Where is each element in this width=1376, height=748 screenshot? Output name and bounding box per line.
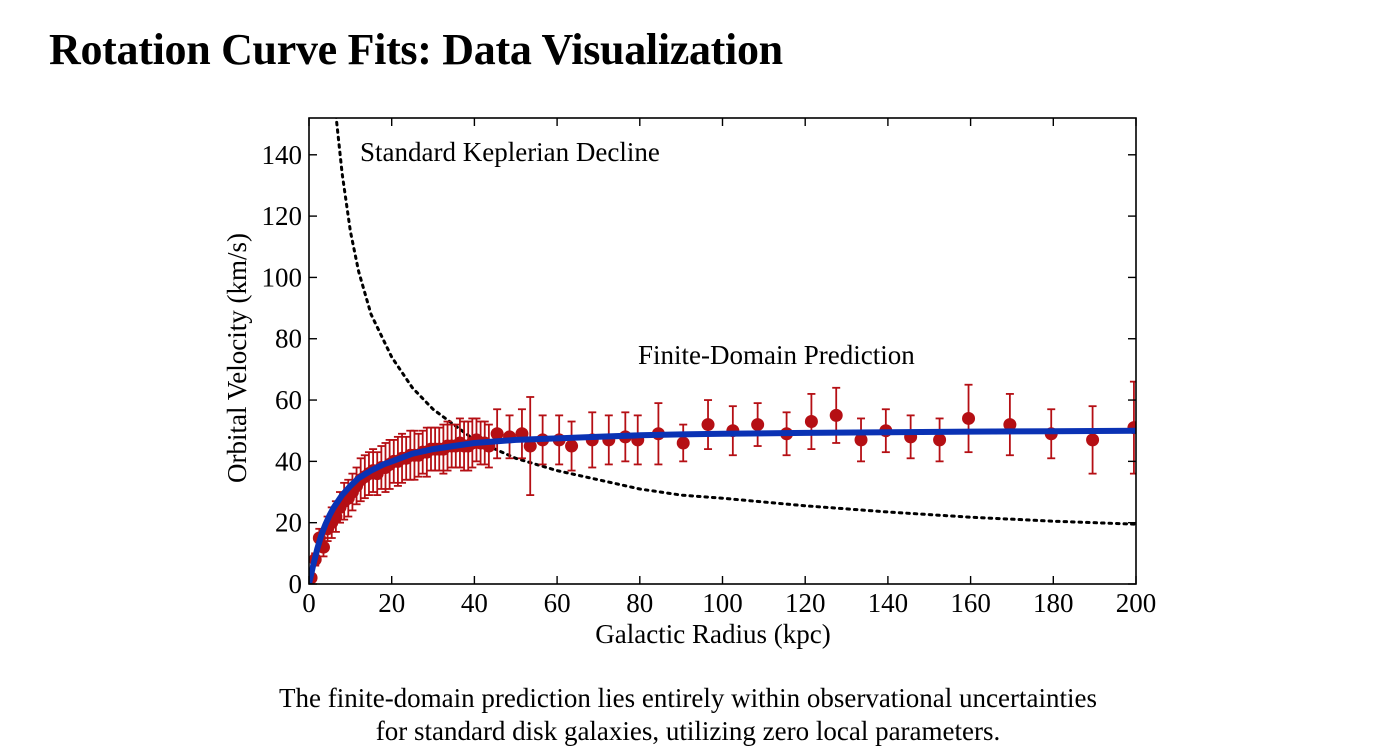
y-tick-label: 140 bbox=[262, 140, 303, 170]
data-point bbox=[1086, 405, 1100, 475]
y-tick-label: 20 bbox=[275, 508, 302, 538]
data-marker bbox=[933, 433, 947, 447]
x-tick-label: 140 bbox=[868, 588, 909, 618]
x-tick-label: 20 bbox=[378, 588, 405, 618]
x-tick-label: 40 bbox=[461, 588, 488, 618]
data-point bbox=[676, 423, 690, 463]
keplerian-decline-curve bbox=[334, 118, 1136, 526]
data-marker bbox=[565, 439, 579, 453]
y-axis-label: Orbital Velocity (km/s) bbox=[222, 233, 252, 483]
data-point bbox=[962, 383, 976, 454]
figure-caption-line-1: The finite-domain prediction lies entire… bbox=[278, 683, 1097, 713]
data-marker bbox=[676, 436, 690, 450]
data-point bbox=[1127, 380, 1136, 475]
x-tick-label: 60 bbox=[544, 588, 571, 618]
y-tick-label: 0 bbox=[289, 569, 303, 599]
y-tick-label: 100 bbox=[262, 262, 303, 292]
y-tick-label: 40 bbox=[275, 446, 302, 476]
data-marker bbox=[1003, 418, 1017, 432]
x-tick-label: 0 bbox=[302, 588, 316, 618]
data-marker bbox=[1086, 433, 1100, 447]
data-point bbox=[854, 417, 868, 463]
data-marker bbox=[751, 418, 765, 432]
annotation-keplerian: Standard Keplerian Decline bbox=[360, 137, 660, 167]
data-point bbox=[602, 414, 616, 466]
data-marker bbox=[854, 433, 868, 447]
y-tick-label: 120 bbox=[262, 201, 303, 231]
x-tick-label: 80 bbox=[626, 588, 653, 618]
finite-domain-prediction-curve bbox=[309, 427, 1136, 584]
data-marker bbox=[490, 427, 504, 441]
data-marker bbox=[829, 408, 843, 422]
figure-caption-line-2: for standard disk galaxies, utilizing ze… bbox=[375, 716, 1001, 746]
data-marker bbox=[523, 439, 537, 453]
x-axis-label: Galactic Radius (kpc) bbox=[595, 619, 830, 649]
data-point bbox=[701, 399, 715, 451]
x-tick-label: 100 bbox=[702, 588, 743, 618]
x-tick-label: 180 bbox=[1033, 588, 1074, 618]
annotation-finite-domain: Finite-Domain Prediction bbox=[638, 340, 915, 370]
data-point bbox=[490, 408, 504, 460]
x-tick-label: 200 bbox=[1116, 588, 1157, 618]
x-tick-label: 160 bbox=[950, 588, 991, 618]
data-point bbox=[804, 393, 818, 451]
data-marker bbox=[962, 411, 976, 425]
data-point bbox=[933, 417, 947, 463]
y-tick-label: 80 bbox=[275, 324, 302, 354]
data-marker bbox=[804, 415, 818, 429]
data-point bbox=[565, 420, 579, 472]
data-point bbox=[503, 414, 517, 460]
data-marker bbox=[701, 418, 715, 432]
data-point bbox=[1003, 393, 1017, 457]
page-title: Rotation Curve Fits: Data Visualization bbox=[49, 25, 783, 74]
x-tick-label: 120 bbox=[785, 588, 826, 618]
data-point bbox=[631, 414, 645, 466]
y-tick-label: 60 bbox=[275, 385, 302, 415]
rotation-curve-chart: 0 20 40 60 80 100 120 140 160 180 200 0 20 40 60 80 100 1… bbox=[222, 117, 1157, 649]
data-point bbox=[751, 402, 765, 447]
data-point bbox=[904, 414, 918, 460]
data-point bbox=[523, 396, 537, 496]
